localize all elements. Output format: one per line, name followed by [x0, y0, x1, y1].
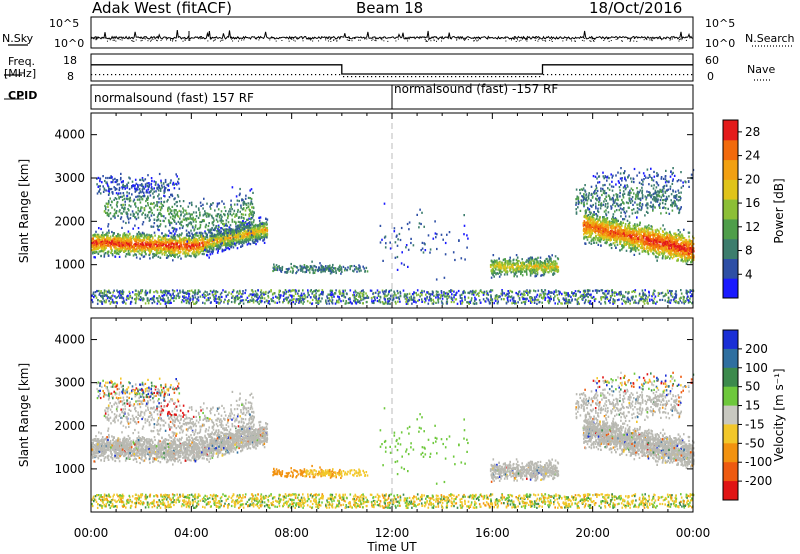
power-colorbar-swatch-3: [723, 218, 738, 240]
velocity-xtick-label-3: 12:00: [375, 526, 410, 540]
freq-label: Freq.: [8, 55, 36, 68]
velocity-colorbar-tick-5: -50: [745, 436, 765, 450]
date-title: 18/Oct/2016: [589, 0, 683, 17]
power-colorbar-swatch-8: [723, 120, 738, 141]
velocity-colorbar-swatch-6: [723, 443, 738, 463]
velocity-xtick-label-5: 20:00: [575, 526, 610, 540]
noise-tick-left-low: 10^0: [54, 37, 84, 50]
velocity-colorbar-swatch-8: [723, 481, 738, 501]
power-colorbar-tick-4: 4: [745, 267, 753, 281]
power-colorbar-tick-24: 24: [745, 149, 760, 163]
freq-trace: [91, 64, 693, 75]
power-ytick-label-2000: 2000: [54, 214, 85, 228]
power-ytick-label-4000: 4000: [54, 128, 85, 142]
power-ytick-label-1000: 1000: [54, 258, 85, 272]
velocity-colorbar-tick-2: 50: [745, 380, 760, 394]
velocity-ytick-label-1000: 1000: [54, 462, 85, 476]
velocity-colorbar-swatch-4: [723, 405, 738, 425]
velocity-colorbar-swatch-3: [723, 386, 738, 407]
nsearch-trace: [93, 37, 687, 42]
noise-tick-right-high: 10^5: [705, 17, 735, 30]
time-xlabel: Time UT: [366, 540, 417, 554]
velocity-xtick-label-0: 00:00: [74, 526, 109, 540]
cpid-program-second: normalsound (fast) -157 RF: [394, 82, 559, 96]
cpid-program-first: normalsound (fast) 157 RF: [94, 91, 254, 105]
velocity-xtick-label-6: 00:00: [676, 526, 711, 540]
nsky-trace: [90, 30, 693, 41]
power-ytick-label-3000: 3000: [54, 171, 85, 185]
velocity-scatter-layer: [91, 371, 695, 510]
velocity-colorbar-tick-3: 15: [745, 399, 760, 413]
nave-label: Nave: [747, 63, 776, 76]
velocity-colorbar-tick-0: 200: [745, 342, 768, 356]
station-title: Adak West (fitACF): [92, 0, 232, 17]
velocity-colorbar-tick-1: 100: [745, 361, 768, 375]
beam-title: Beam 18: [356, 0, 424, 17]
power-colorbar-swatch-2: [723, 238, 738, 259]
velocity-colorbar-tick-7: -200: [745, 474, 772, 488]
nave-trace: [91, 74, 693, 78]
freq-tick-right-high: 60: [705, 54, 719, 67]
freq-panel-frame: [90, 53, 694, 82]
power-colorbar-label: Power [dB]: [772, 178, 786, 243]
velocity-xtick-label-2: 08:00: [274, 526, 309, 540]
velocity-ytick-label-3000: 3000: [54, 376, 85, 390]
noise-panel-frame: [90, 16, 694, 49]
power-colorbar-tick-28: 28: [745, 125, 760, 139]
cpid-label: CPID: [8, 89, 38, 102]
velocity-ylabel: Slant Range [km]: [17, 363, 31, 467]
power-colorbar-swatch-5: [723, 179, 738, 200]
power-colorbar-swatch-6: [723, 159, 738, 180]
velocity-xtick-label-1: 04:00: [174, 526, 209, 540]
freq-tick-left-low: 8: [67, 70, 74, 83]
power-colorbar-tick-8: 8: [745, 244, 753, 258]
power-colorbar-tick-16: 16: [745, 196, 760, 210]
power-colorbar-frame: [722, 119, 739, 299]
velocity-colorbar-swatch-0: [723, 330, 738, 350]
noise-tick-left-high: 10^5: [49, 17, 79, 30]
power-colorbar-swatch-4: [723, 199, 738, 220]
velocity-colorbar-frame: [722, 329, 739, 501]
power-scatter-layer: [91, 167, 695, 306]
power-colorbar-swatch-0: [723, 278, 738, 299]
power-colorbar-tick-12: 12: [745, 220, 760, 234]
velocity-ytick-label-2000: 2000: [54, 419, 85, 433]
velocity-colorbar-swatch-1: [723, 348, 738, 369]
velocity-colorbar-swatch-2: [723, 367, 738, 388]
velocity-xtick-label-4: 16:00: [475, 526, 510, 540]
freq-tick-left-high: 18: [63, 54, 77, 67]
noise-tick-right-low: 10^0: [705, 37, 735, 50]
velocity-colorbar-tick-4: -15: [745, 417, 765, 431]
velocity-colorbar-label: Velocity [m s⁻¹]: [772, 368, 786, 461]
freq-tick-right-low: 0: [707, 70, 714, 83]
velocity-colorbar-swatch-7: [723, 462, 738, 482]
power-colorbar-swatch-7: [723, 139, 738, 161]
nsearch-label: N.Search: [745, 32, 795, 45]
freq-unit-label: [MHz]: [4, 67, 37, 80]
velocity-ytick-label-4000: 4000: [54, 333, 85, 347]
velocity-colorbar-swatch-5: [723, 424, 738, 444]
nsky-label: N.Sky: [2, 32, 34, 45]
velocity-colorbar-tick-6: -100: [745, 455, 772, 469]
power-colorbar-tick-20: 20: [745, 172, 760, 186]
power-colorbar-swatch-1: [723, 258, 738, 279]
power-ylabel: Slant Range [km]: [17, 159, 31, 263]
